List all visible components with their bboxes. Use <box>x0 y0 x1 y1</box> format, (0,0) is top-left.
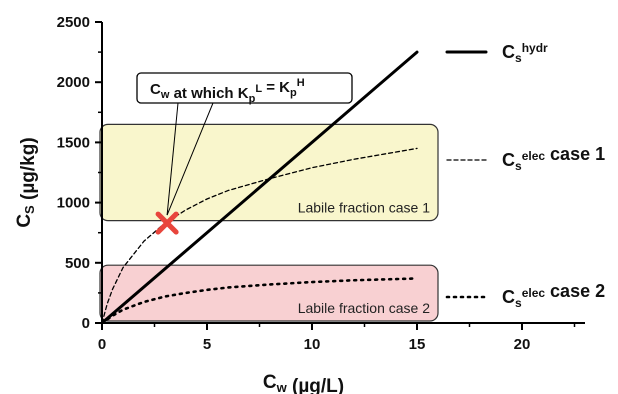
text-main: C <box>502 150 515 170</box>
text-sub: S <box>22 205 37 214</box>
region-label-2: Labile fraction case 2 <box>298 300 431 316</box>
y-tick-label: 2000 <box>57 74 90 91</box>
text-sup: H <box>297 77 305 89</box>
series-line-3 <box>100 277 419 325</box>
text-sub: s <box>515 51 522 65</box>
series-line-2 <box>101 147 418 324</box>
x-tick-label: 0 <box>98 336 106 353</box>
y-tick-label: 500 <box>65 255 90 272</box>
x-tick-label: 20 <box>514 336 531 353</box>
text-sub: w <box>276 380 288 394</box>
text-main: C <box>502 287 515 307</box>
callout-box <box>136 72 353 104</box>
text-sub: s <box>515 159 522 173</box>
series-line-1 <box>100 50 419 325</box>
text-main: C <box>502 42 515 62</box>
text-main: case 2 <box>545 281 605 301</box>
legend-label-1: Cshydr <box>502 41 548 65</box>
text-main: = K <box>262 79 290 96</box>
y-tick-label: 0 <box>82 315 90 332</box>
x-tick-label: 15 <box>409 336 426 353</box>
text-sub: w <box>160 89 170 101</box>
region-label-1: Labile fraction case 1 <box>298 200 431 216</box>
y-tick-label: 2500 <box>57 14 90 31</box>
intersection-marker <box>155 211 179 235</box>
text-main: C <box>14 214 35 228</box>
text-main: at which K <box>169 85 248 102</box>
text-sup: L <box>255 83 262 95</box>
y-axis-title: CS (µg/kg) <box>14 137 39 227</box>
text-sup: elec <box>522 286 546 300</box>
legend-label-2: Cselec case 1 <box>502 144 605 173</box>
y-tick-label: 1500 <box>57 134 90 151</box>
text-main: C <box>150 81 161 98</box>
callout-leader-a <box>166 102 179 216</box>
text-main: C <box>263 372 277 393</box>
text-main: (µg/kg) <box>18 137 39 205</box>
text-sup: hydr <box>522 41 548 55</box>
y-tick-label: 1000 <box>57 195 90 212</box>
text-main: case 1 <box>545 144 605 164</box>
callout-text: Cw at which KpL = KpH <box>150 77 305 105</box>
callout-leader-b <box>166 102 214 216</box>
text-sub: s <box>515 296 522 310</box>
text-sub: p <box>290 87 297 99</box>
x-tick-label: 5 <box>203 336 211 353</box>
legend-label-3: Cselec case 2 <box>502 281 605 310</box>
text-sup: elec <box>522 149 546 163</box>
x-tick-label: 10 <box>304 336 321 353</box>
text-sub: p <box>249 93 256 105</box>
x-axis-title: Cw (µg/L) <box>263 372 344 394</box>
marker-stroke-b <box>155 211 179 235</box>
text-main: (µg/L) <box>287 376 344 394</box>
